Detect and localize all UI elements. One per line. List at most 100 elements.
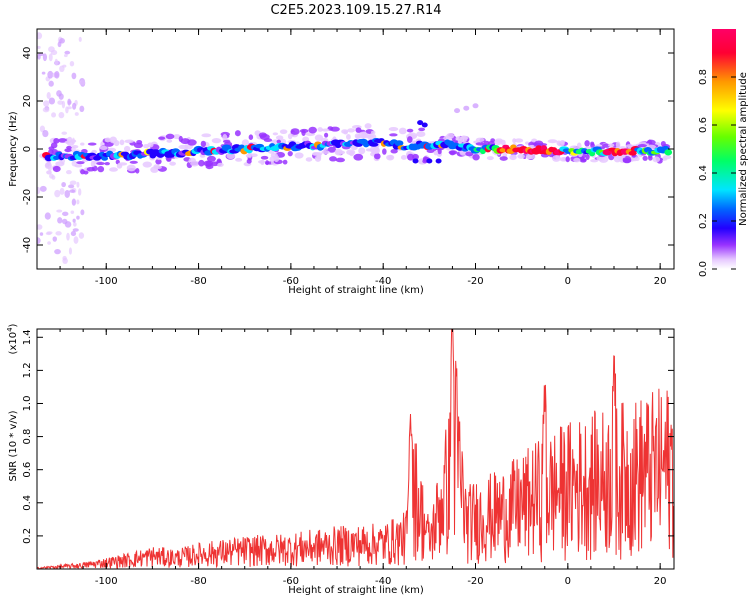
spectrogram-cell	[486, 156, 494, 161]
spectrogram-cell	[71, 145, 79, 149]
spectrogram-cell	[67, 106, 72, 110]
snr-xtick-label: 0	[565, 576, 571, 587]
spectrogram-cell	[76, 215, 80, 220]
spectrogram-cell	[80, 142, 85, 146]
spectrogram-cell	[104, 137, 112, 143]
spectrogram-cell	[87, 142, 97, 146]
spectrogram-cell	[551, 155, 561, 162]
spectrogram-cell	[435, 158, 442, 164]
spectrogram-cell	[241, 139, 250, 146]
snr-series-line	[37, 329, 674, 569]
spectrogram-cell	[346, 134, 351, 140]
spectrogram-cell	[54, 58, 58, 66]
spectrogram-cell	[615, 141, 621, 149]
spectrogram-cell	[279, 129, 288, 135]
spectrogram-ticks: -100 -80 -60 -40 -20 0 20 40 20 0 -20 -40	[22, 29, 674, 287]
spectrogram-cell	[97, 166, 105, 173]
spectrogram-cell	[642, 155, 648, 161]
spectrogram-cell	[178, 144, 189, 150]
spectrogram-cell	[37, 186, 41, 195]
spectrogram-cell	[198, 159, 205, 167]
spectrogram-cell	[301, 129, 306, 136]
spectrogram-cell	[349, 150, 355, 157]
spectrogram-cell	[308, 126, 317, 134]
spectrogram-cell	[48, 46, 55, 53]
spectrogram-cell	[54, 189, 61, 198]
spectrogram-cell	[201, 133, 212, 138]
spectrogram-cell	[136, 140, 143, 145]
spectrogram-cell	[622, 156, 632, 164]
spectrogram-cell	[422, 159, 428, 164]
spectrogram-cell	[44, 162, 52, 169]
spectrogram-cell	[585, 154, 590, 160]
spectrogram-cell	[576, 142, 582, 150]
spectrogram-cell	[276, 139, 282, 144]
spectrogram-cell	[126, 164, 136, 172]
spectrogram-xtick-label: 0	[565, 276, 571, 287]
spectrogram-cell	[369, 142, 379, 147]
spectrogram-cell	[557, 141, 565, 147]
spectrogram-cell	[71, 198, 77, 206]
spectrogram-ytick-label: -20	[22, 189, 33, 205]
spectrogram-cell	[86, 166, 95, 172]
spectrogram-cell	[109, 136, 117, 144]
snr-ytick-label: 0.8	[22, 429, 33, 445]
spectrogram-cell	[406, 136, 413, 144]
spectrogram-cell	[341, 129, 349, 134]
spectrogram-cell	[412, 158, 419, 164]
spectrogram-cell	[41, 71, 46, 75]
snr-ticks: -100 -80 -60 -40 -20 0 20 1.4 1.2 1.0 0.8 0.6 0.4 0.2	[22, 329, 674, 587]
spectrogram-cell	[66, 145, 72, 150]
figure-title: C2E5.2023.109.15.27.R14	[270, 3, 441, 18]
spectrogram-cell	[52, 165, 61, 173]
spectrogram-cell	[426, 158, 433, 164]
spectrogram-cell	[287, 150, 293, 157]
snr-frame	[36, 328, 675, 570]
spectrogram-cell	[55, 161, 65, 167]
spectrogram-cell	[272, 132, 279, 136]
spectrogram-cell	[475, 137, 485, 142]
spectrogram-cell	[637, 144, 648, 148]
spectrogram-cell	[483, 140, 490, 146]
spectrogram-cell	[465, 151, 474, 157]
spectrogram-cell	[652, 156, 661, 163]
spectrogram-cell	[72, 218, 76, 223]
spectrogram-cell	[314, 134, 324, 142]
snr-ytick-label: 0.4	[22, 495, 33, 511]
spectrogram-cell	[463, 105, 470, 111]
spectrogram-cell	[80, 209, 85, 216]
spectrogram-cell	[590, 159, 599, 163]
colorbar-label: Normalized spectral amplitude	[738, 72, 749, 226]
spectrogram-cell	[407, 153, 415, 161]
spectrogram-cell	[531, 142, 541, 146]
spectrogram-cell	[499, 156, 508, 161]
spectrogram-cell	[584, 140, 590, 147]
spectrogram-cell	[632, 157, 638, 162]
spectrogram-cell	[53, 155, 60, 161]
spectrogram-cell	[234, 130, 241, 137]
spectrogram-cell	[370, 130, 376, 135]
spectrogram-cell	[460, 135, 469, 140]
spectrogram-cell	[104, 161, 110, 166]
spectrogram-cell	[123, 145, 131, 153]
spectrogram-cell	[287, 133, 293, 140]
spectrogram-cell	[418, 127, 426, 132]
spectrogram-cell	[109, 167, 119, 172]
spectrogram-cell	[263, 138, 273, 143]
spectrogram-cell	[69, 60, 75, 67]
spectrogram-cell	[573, 157, 581, 163]
spectrogram-cell	[327, 146, 337, 153]
colorbar-ticks: 0.0 0.2 0.4 0.6 0.8	[698, 69, 736, 277]
spectrogram-xtick-label: 20	[654, 276, 667, 287]
spectrogram-cell	[334, 148, 343, 156]
spectrogram-xtick-label: -80	[190, 276, 206, 287]
spectrogram-xtick-label: -100	[95, 276, 118, 287]
spectrogram-cell	[663, 155, 672, 160]
spectrogram-cell	[290, 128, 300, 135]
spectrogram-cell	[386, 154, 395, 161]
spectrogram-cell	[512, 138, 517, 144]
spectrogram-cell	[153, 165, 162, 170]
spectrogram-cell	[317, 127, 323, 132]
spectrogram-cell	[42, 53, 48, 62]
spectrogram-cell	[565, 156, 570, 163]
